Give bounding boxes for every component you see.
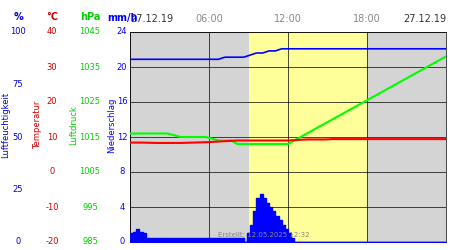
Bar (248, 32, 367, 242)
Text: 40: 40 (47, 28, 57, 36)
Text: -10: -10 (45, 202, 59, 211)
Text: 1015: 1015 (80, 132, 100, 141)
Text: 0: 0 (119, 238, 125, 246)
Text: 75: 75 (13, 80, 23, 89)
Text: mm/h: mm/h (107, 12, 137, 22)
Text: Luftfeuchtigkeit: Luftfeuchtigkeit (1, 92, 10, 158)
Text: Niederschlag: Niederschlag (108, 97, 117, 153)
Text: Temperatur: Temperatur (33, 101, 42, 149)
Text: 8: 8 (119, 168, 125, 176)
Text: 16: 16 (117, 98, 127, 106)
Text: 06:00: 06:00 (195, 14, 223, 24)
Text: Erstellt: 12.05.2025 12:32: Erstellt: 12.05.2025 12:32 (219, 232, 310, 238)
Text: 1005: 1005 (80, 168, 100, 176)
Text: 0: 0 (50, 168, 54, 176)
Text: °C: °C (46, 12, 58, 22)
Text: 24: 24 (117, 28, 127, 36)
Text: 1035: 1035 (80, 62, 100, 72)
Text: 100: 100 (10, 28, 26, 36)
Text: 12: 12 (117, 132, 127, 141)
Text: 18:00: 18:00 (353, 14, 381, 24)
Text: hPa: hPa (80, 12, 100, 22)
Text: 995: 995 (82, 202, 98, 211)
Text: 12:00: 12:00 (274, 14, 302, 24)
Text: 27.12.19: 27.12.19 (130, 14, 173, 24)
Text: 25: 25 (13, 185, 23, 194)
Text: 1025: 1025 (80, 98, 100, 106)
Text: 27.12.19: 27.12.19 (403, 14, 446, 24)
Text: Luftdruck: Luftdruck (69, 105, 78, 145)
Text: 1045: 1045 (80, 28, 100, 36)
Text: %: % (13, 12, 23, 22)
Text: 10: 10 (47, 132, 57, 141)
Text: 50: 50 (13, 132, 23, 141)
Text: -20: -20 (45, 238, 59, 246)
Text: 4: 4 (119, 202, 125, 211)
Text: 30: 30 (47, 62, 57, 72)
Text: 0: 0 (15, 238, 21, 246)
Text: 20: 20 (47, 98, 57, 106)
Text: 985: 985 (82, 238, 98, 246)
Text: 20: 20 (117, 62, 127, 72)
